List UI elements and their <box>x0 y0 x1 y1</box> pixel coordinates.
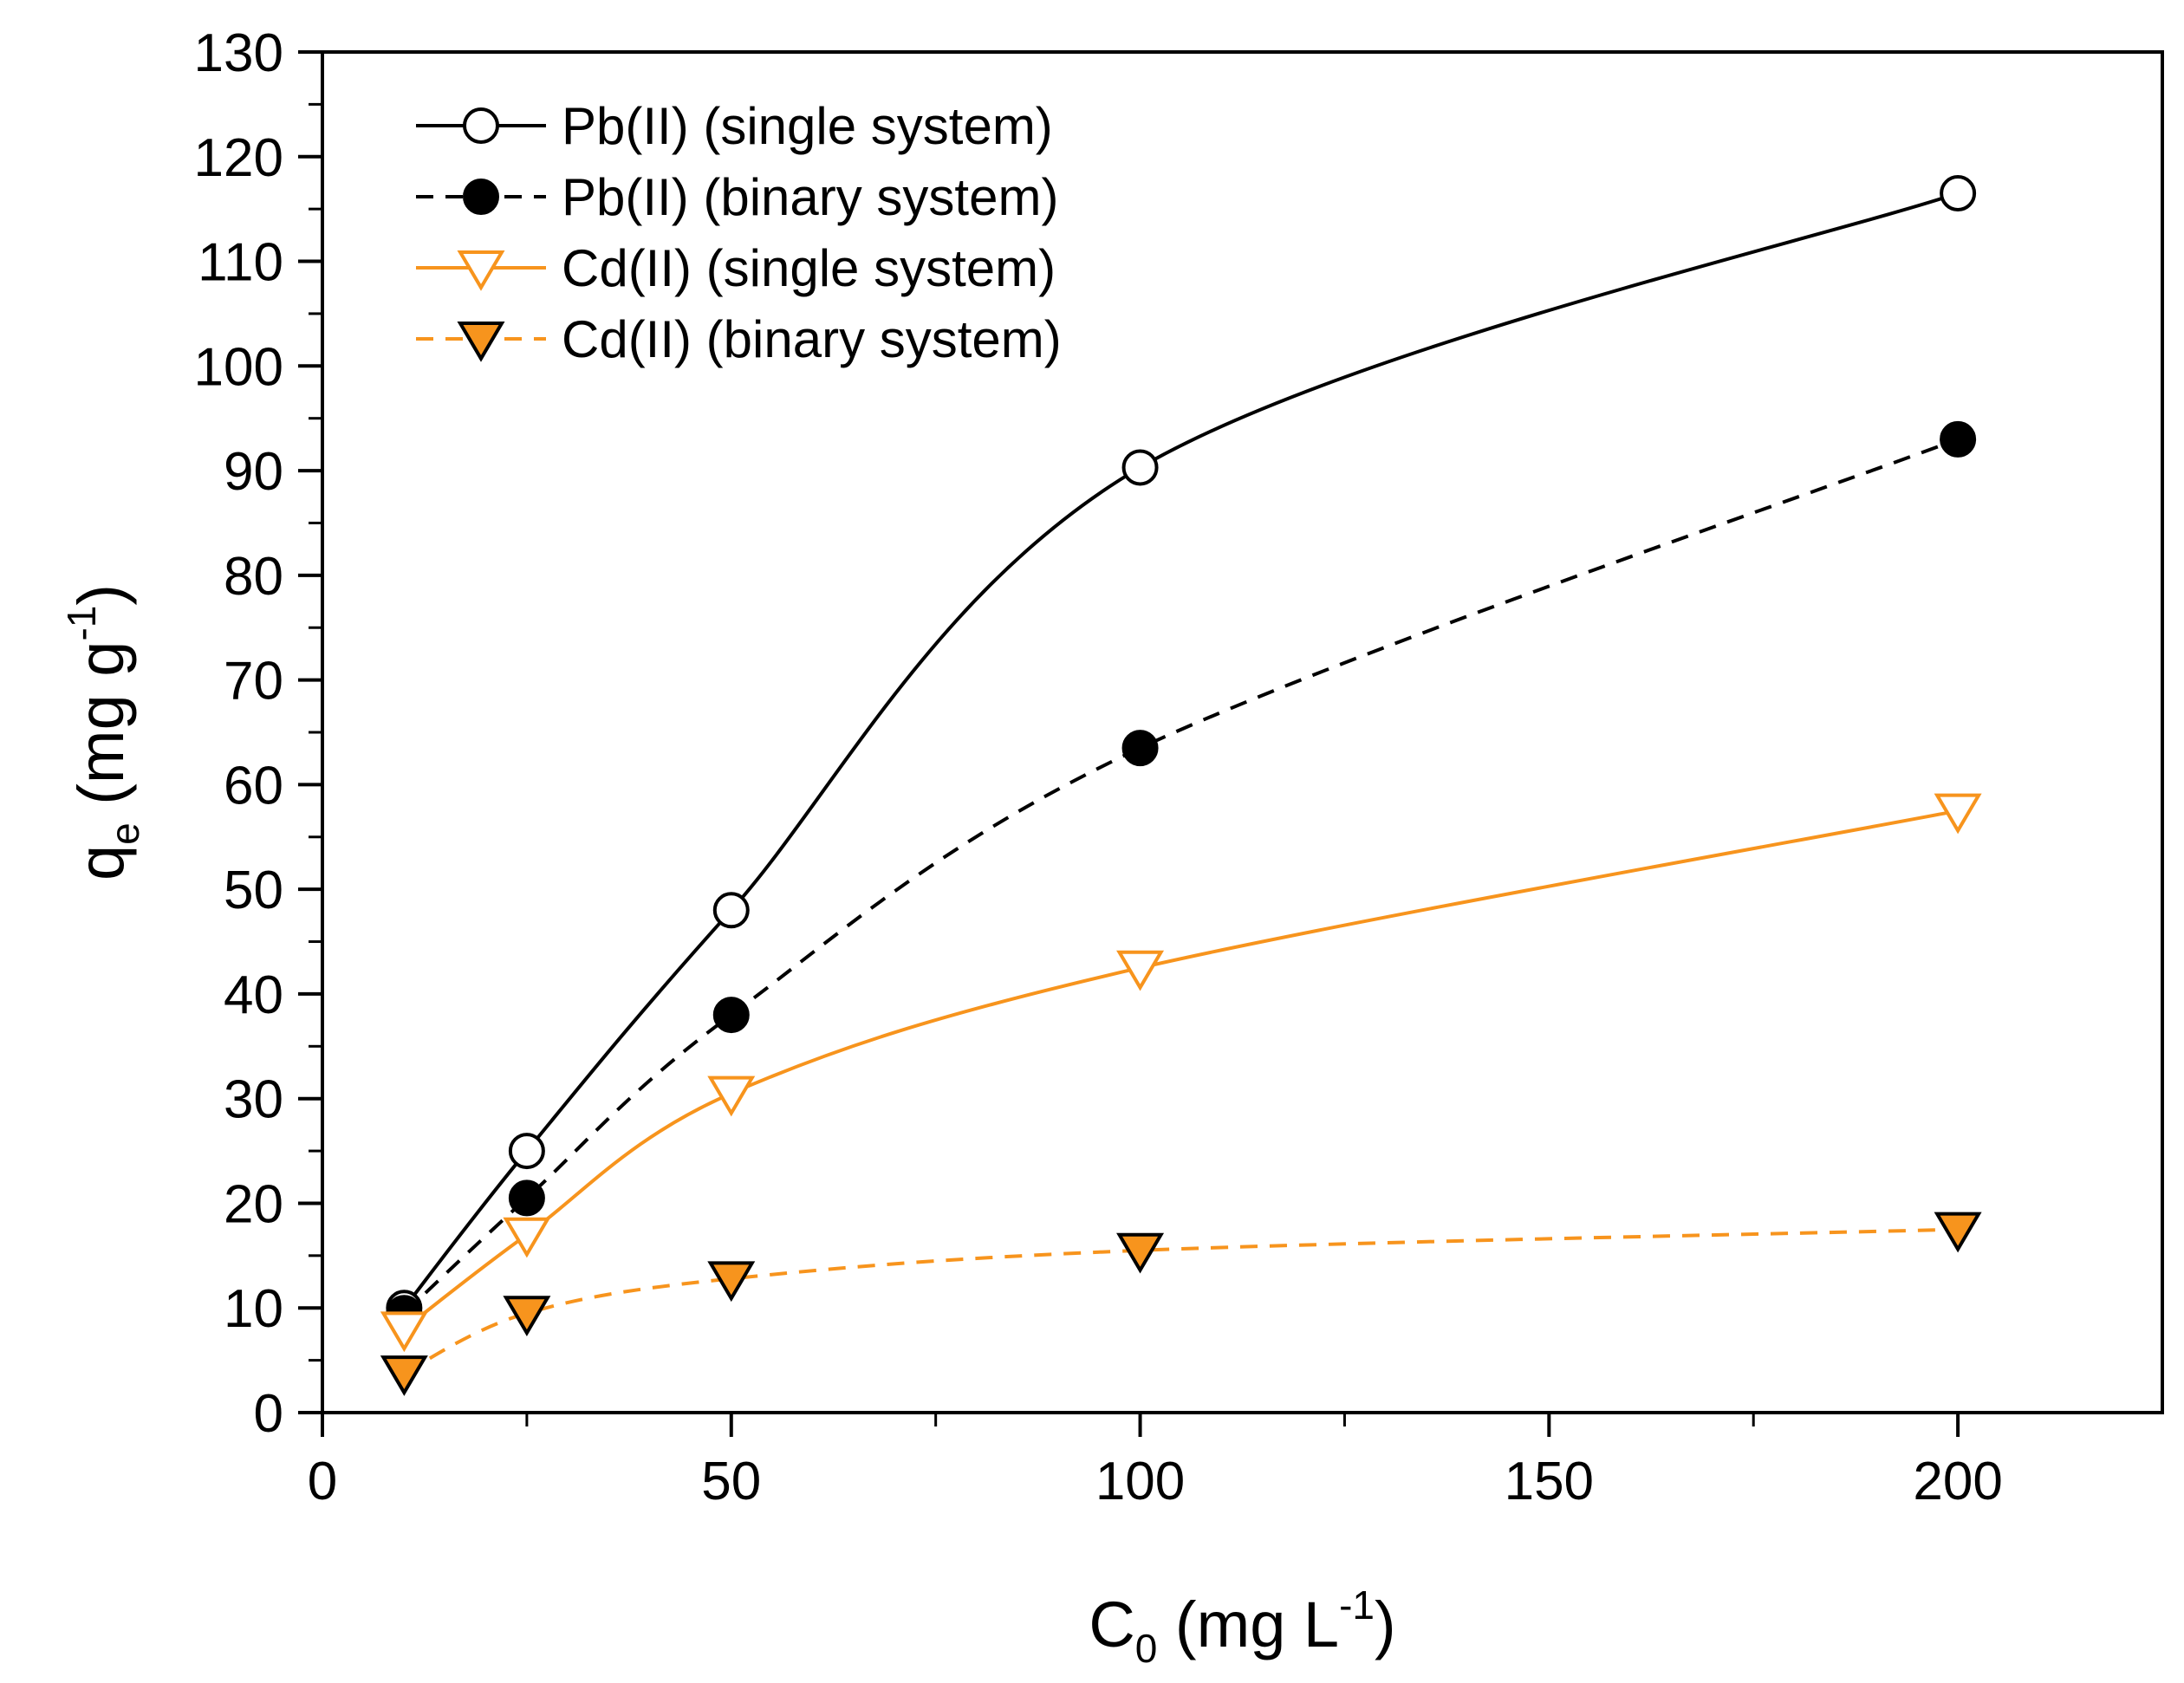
legend-item: Cd(II) (binary system) <box>416 310 1062 368</box>
series-line <box>403 809 1959 1330</box>
series-3 <box>380 793 1982 1353</box>
legend-marker <box>457 250 505 291</box>
y-tick-label: 110 <box>198 233 283 293</box>
series-line <box>402 437 1959 1315</box>
x-tick-label: 0 <box>308 1452 337 1511</box>
data-point <box>1121 730 1159 767</box>
legend-marker <box>463 107 499 144</box>
x-tick-label: 100 <box>1095 1452 1185 1511</box>
x-axis-label-subscript: 0 <box>1135 1626 1158 1671</box>
y-tick-label: 80 <box>224 547 283 607</box>
x-tick-label: 50 <box>701 1452 761 1511</box>
y-axis-label-subscript: e <box>102 822 147 845</box>
x-axis: 0 50 100 150 200 <box>308 1413 2003 1511</box>
y-tick-label: 40 <box>224 965 283 1025</box>
data-point <box>380 1355 428 1396</box>
data-point <box>380 1311 428 1353</box>
legend-item: Pb(II) (single system) <box>416 97 1053 155</box>
y-tick-label: 100 <box>194 337 283 397</box>
data-point <box>707 1261 756 1303</box>
data-point <box>1934 793 1982 835</box>
y-tick-label: 130 <box>194 23 283 83</box>
x-axis-label-superscript: -1 <box>1339 1582 1375 1628</box>
data-point <box>1116 950 1165 991</box>
x-tick-label: 200 <box>1913 1452 2002 1511</box>
data-point <box>712 892 750 929</box>
data-point <box>1116 1232 1165 1274</box>
data-point <box>707 1075 756 1117</box>
y-tick-label: 30 <box>224 1070 283 1130</box>
y-axis-label: qe (mg g-1) <box>59 584 147 880</box>
y-tick-label: 60 <box>224 756 283 816</box>
legend: Pb(II) (single system) Pb(II) (binary sys… <box>416 97 1062 368</box>
data-point <box>508 1179 545 1217</box>
data-point <box>1934 1212 1982 1253</box>
data-point <box>712 997 750 1034</box>
data-point <box>503 1296 551 1337</box>
y-axis-label-superscript: -1 <box>59 606 104 641</box>
data-point <box>508 1133 545 1170</box>
x-tick-label: 150 <box>1505 1452 1594 1511</box>
series-layer <box>380 175 1982 1396</box>
series-line <box>403 1227 1959 1374</box>
legend-item: Pb(II) (binary system) <box>416 168 1058 226</box>
y-tick-label: 10 <box>224 1279 283 1339</box>
x-axis-label: C0 (mg L-1) <box>1089 1582 1395 1671</box>
y-tick-label: 90 <box>224 442 283 502</box>
legend-marker <box>457 322 505 362</box>
y-tick-label: 70 <box>224 652 283 712</box>
legend-label: Pb(II) (binary system) <box>562 168 1058 226</box>
data-point <box>1121 449 1159 486</box>
series-2 <box>386 420 1977 1332</box>
data-point <box>503 1217 551 1258</box>
y-tick-label: 20 <box>224 1174 283 1234</box>
legend-label: Cd(II) (binary system) <box>562 310 1062 368</box>
legend-marker <box>463 179 499 215</box>
data-point <box>1940 420 1977 458</box>
y-tick-label: 0 <box>254 1384 283 1444</box>
y-tick-label: 120 <box>194 128 283 188</box>
legend-label: Cd(II) (single system) <box>562 239 1056 297</box>
y-axis: 0 10 20 30 40 50 60 70 80 90 100 110 120 130 <box>194 23 322 1444</box>
y-tick-label: 50 <box>224 861 283 920</box>
legend-item: Cd(II) (single system) <box>416 239 1056 297</box>
legend-label: Pb(II) (single system) <box>562 97 1053 155</box>
data-point <box>1940 175 1977 212</box>
series-4 <box>380 1212 1982 1396</box>
